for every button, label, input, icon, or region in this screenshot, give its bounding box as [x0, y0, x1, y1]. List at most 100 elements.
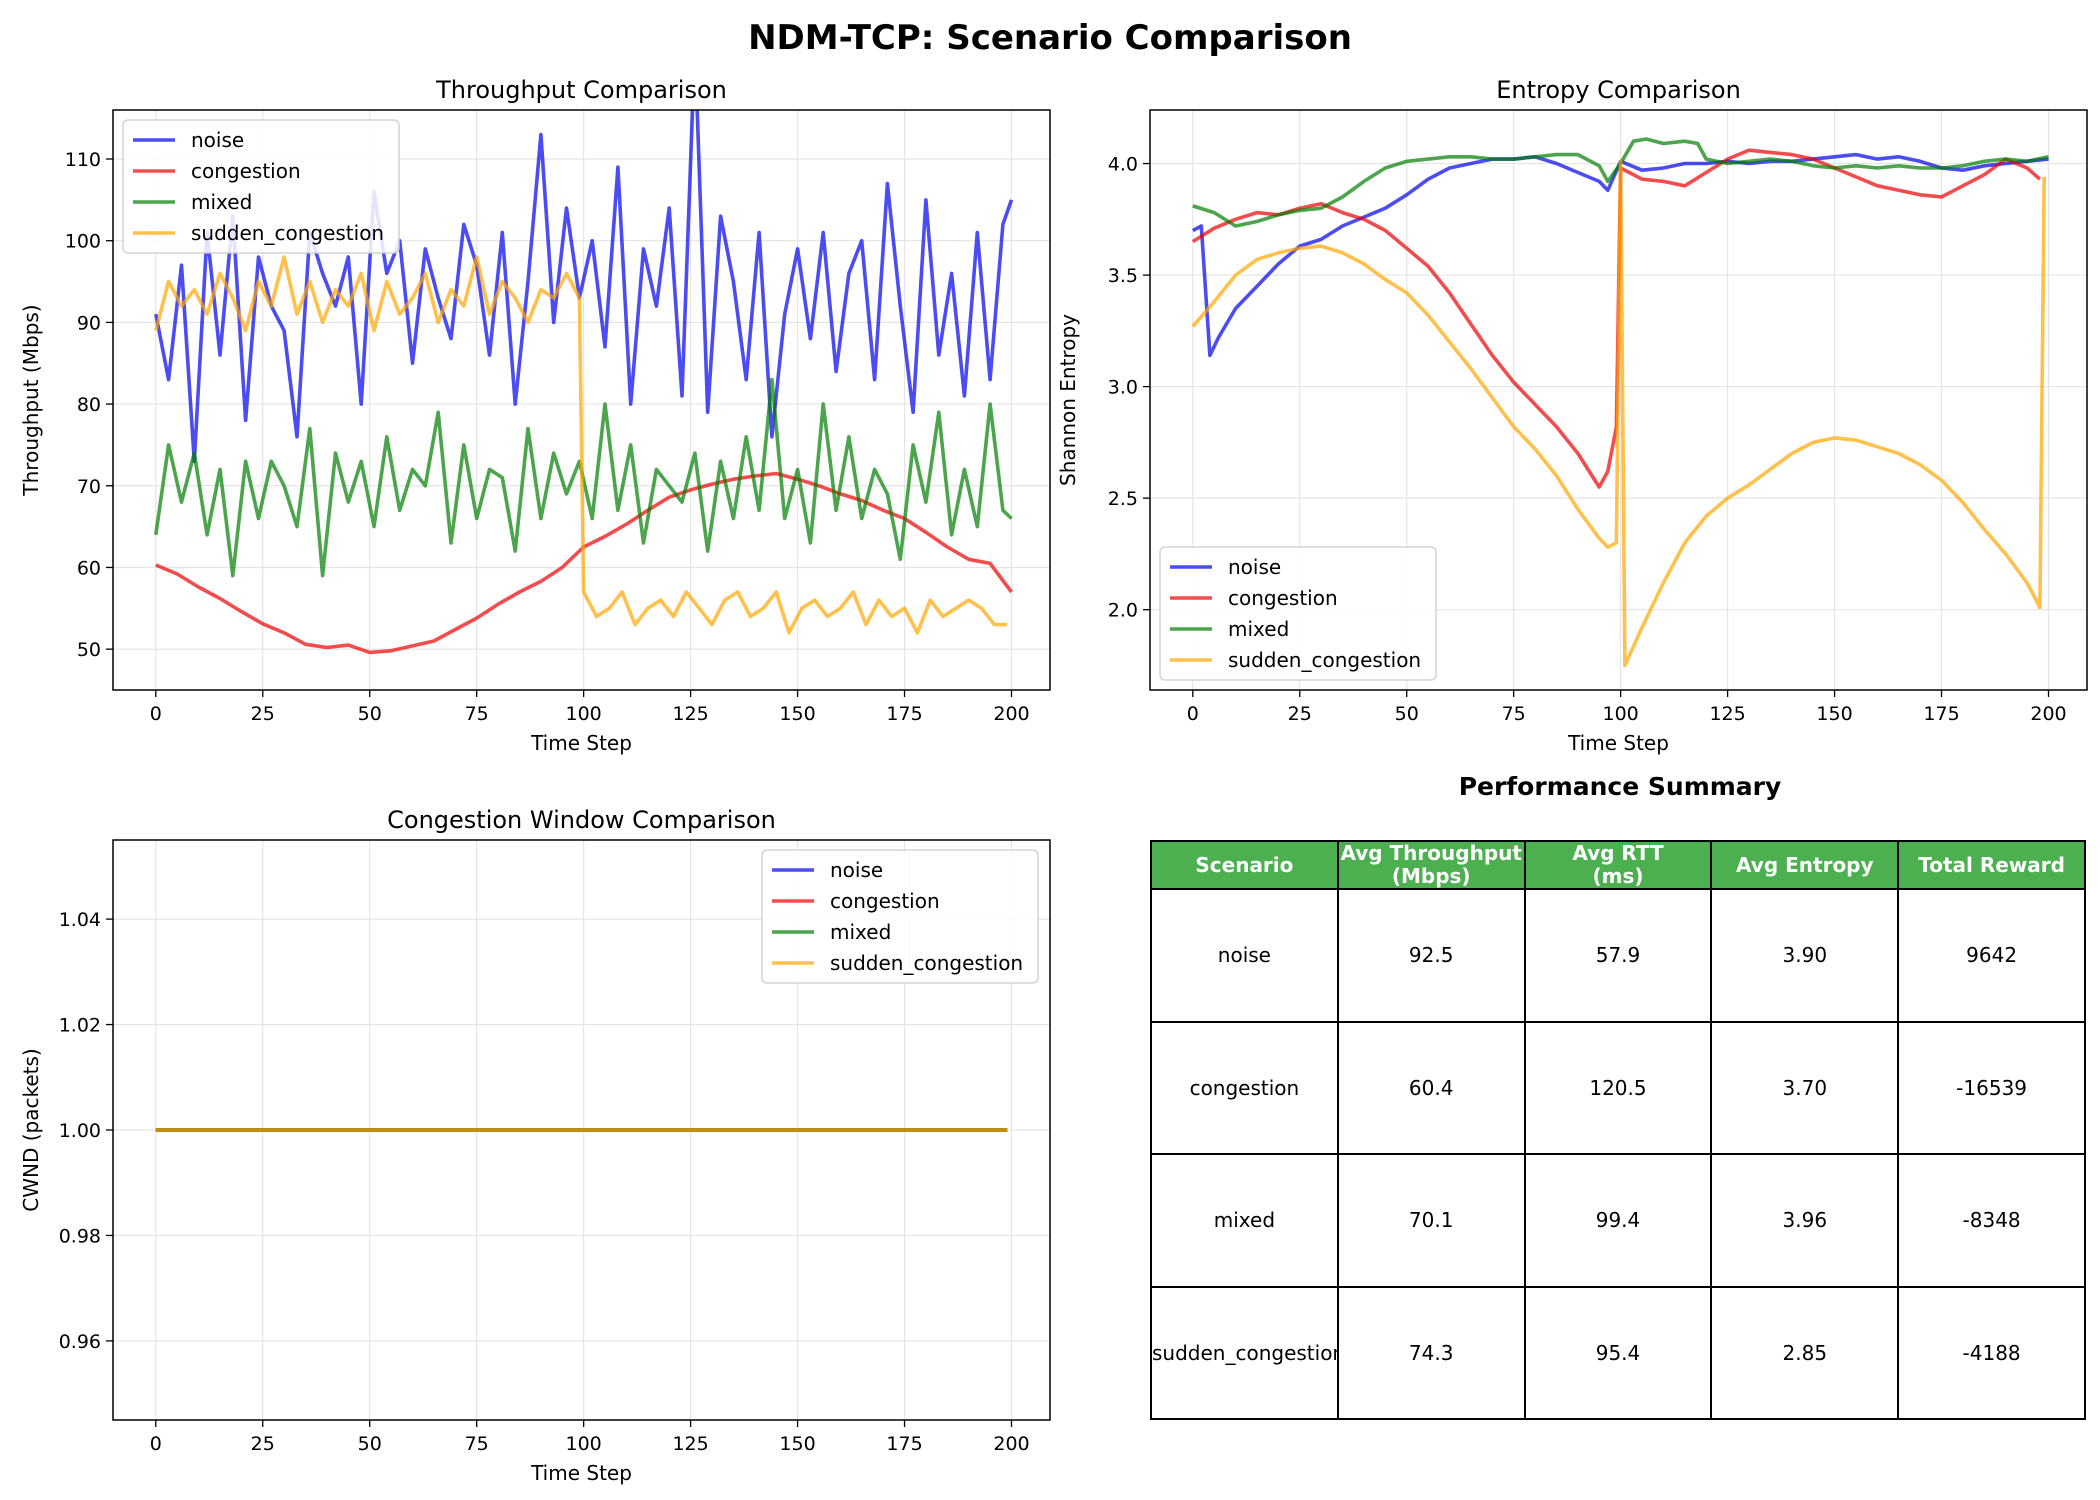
table-cell: congestion [1150, 1020, 1339, 1155]
legend-label-congestion: congestion [191, 159, 301, 183]
table-cell: 60.4 [1336, 1020, 1526, 1155]
y-tick-label: 1.02 [59, 1015, 101, 1037]
series-line-mixed [154, 377, 1013, 578]
legend-label-mixed: mixed [830, 920, 891, 944]
table-cell: 3.90 [1710, 888, 1900, 1023]
y-tick-label: 60 [77, 557, 101, 579]
table-header-cell: Total Reward [1897, 840, 2086, 890]
table-header-row: Scenario Avg Throughput (Mbps) Avg RTT (… [1150, 840, 2086, 890]
x-tick-label: 50 [1395, 703, 1419, 725]
x-tick-label: 150 [779, 703, 815, 725]
table-cell: 92.5 [1336, 888, 1526, 1023]
x-tick-label: 150 [779, 1433, 815, 1455]
table-cell: sudden_congestion [1150, 1285, 1339, 1420]
x-tick-label: 75 [465, 1433, 489, 1455]
plot-frame [1149, 109, 2088, 691]
x-tick-label: 200 [2030, 703, 2066, 725]
y-axis-label: CWND (packets) [19, 1048, 43, 1211]
y-tick-label: 0.96 [59, 1331, 101, 1353]
x-axis-label: Time Step [530, 1461, 632, 1485]
x-tick-label: 125 [672, 703, 708, 725]
figure-title: NDM-TCP: Scenario Comparison [748, 18, 1352, 58]
y-tick-label: 50 [77, 639, 101, 661]
y-axis-label: Throughput (Mbps) [19, 304, 43, 496]
x-tick-label: 150 [1816, 703, 1852, 725]
table-cell: 3.96 [1710, 1153, 1900, 1288]
y-tick-label: 3.0 [1108, 377, 1138, 399]
x-tick-label: 100 [566, 1433, 602, 1455]
table-cell: 120.5 [1523, 1020, 1713, 1155]
table-cell: 2.85 [1710, 1285, 1900, 1420]
table-cell: 74.3 [1336, 1285, 1526, 1420]
subplot-title: Throughput Comparison [435, 76, 727, 104]
table-header-cell: Avg Throughput (Mbps) [1336, 840, 1526, 890]
performance-table: Scenario Avg Throughput (Mbps) Avg RTT (… [1150, 840, 2086, 1420]
legend-box [122, 119, 400, 254]
x-tick-label: 50 [358, 1433, 382, 1455]
throughput-chart: Throughput Comparison 0 25 50 75 100 125 150 175… [19, 76, 1051, 755]
series-line-mixed [1192, 137, 2049, 228]
x-tick-label: 25 [251, 703, 275, 725]
table-row: sudden_congestion 74.3 95.4 2.85 -4188 [1150, 1285, 2086, 1420]
table-cell: -4188 [1897, 1285, 2086, 1420]
y-tick-label: 2.5 [1108, 488, 1138, 510]
legend-label-noise: noise [830, 858, 883, 882]
y-tick-label: 3.5 [1108, 265, 1138, 287]
table-row: noise 92.5 57.9 3.90 9642 [1150, 888, 2086, 1023]
x-tick-label: 175 [1923, 703, 1959, 725]
x-tick-label: 50 [358, 703, 382, 725]
x-tick-label: 200 [993, 1433, 1029, 1455]
series-line-sudden_congestion [154, 255, 1008, 635]
x-tick-label: 200 [993, 703, 1029, 725]
table-cell: 99.4 [1523, 1153, 1713, 1288]
table-cell: 95.4 [1523, 1285, 1713, 1420]
x-tick-label: 25 [251, 1433, 275, 1455]
legend-box [1159, 546, 1437, 681]
x-axis-label: Time Step [1567, 731, 1669, 755]
table-header-cell: Avg Entropy [1710, 840, 1900, 890]
x-tick-label: 175 [886, 1433, 922, 1455]
subplot-title: Entropy Comparison [1496, 76, 1741, 104]
legend-box [761, 849, 1039, 984]
series-line-noise [1191, 152, 2049, 358]
entropy-chart: Entropy Comparison 0 25 50 75 100 125 150 175 200… [1056, 76, 2088, 755]
y-tick-label: 90 [77, 312, 101, 334]
plot-frame [112, 109, 1051, 691]
y-axis-label: Shannon Entropy [1056, 314, 1080, 486]
table-row: mixed 70.1 99.4 3.96 -8348 [1150, 1153, 2086, 1288]
table-cell: 3.70 [1710, 1020, 1900, 1155]
table-header-cell: Scenario [1150, 840, 1339, 890]
table-header-cell: Avg RTT (ms) [1523, 840, 1713, 890]
y-tick-label: 0.98 [59, 1225, 101, 1247]
legend-label-noise: noise [191, 128, 244, 152]
series-line-sudden_congestion [1191, 159, 2046, 668]
table-cell: 9642 [1897, 888, 2086, 1023]
table-cell: mixed [1150, 1153, 1339, 1288]
table-cell: -8348 [1897, 1153, 2086, 1288]
x-tick-label: 125 [1709, 703, 1745, 725]
x-tick-label: 125 [672, 1433, 708, 1455]
table-cell: 57.9 [1523, 888, 1713, 1023]
cwnd-chart: Congestion Window Comparison 0 25 50 75 100 12… [19, 806, 1051, 1485]
y-tick-label: 1.00 [59, 1120, 101, 1142]
table-title: Performance Summary [1458, 772, 1782, 801]
x-tick-label: 175 [886, 703, 922, 725]
y-tick-label: 1.04 [59, 909, 101, 931]
subplot-title: Congestion Window Comparison [387, 806, 776, 834]
y-tick-label: 110 [65, 149, 101, 171]
x-tick-label: 75 [1502, 703, 1526, 725]
y-tick-label: 4.0 [1108, 154, 1138, 176]
table-cell: noise [1150, 888, 1339, 1023]
x-tick-label: 0 [1187, 703, 1199, 725]
y-tick-label: 100 [65, 231, 101, 253]
x-tick-label: 0 [150, 703, 162, 725]
legend-label-mixed: mixed [1228, 617, 1289, 641]
table-row: congestion 60.4 120.5 3.70 -16539 [1150, 1020, 2086, 1155]
legend-label-congestion: congestion [830, 889, 940, 913]
legend-label-noise: noise [1228, 555, 1281, 579]
y-tick-label: 70 [77, 476, 101, 498]
y-tick-label: 2.0 [1108, 600, 1138, 622]
legend-label-mixed: mixed [191, 190, 252, 214]
x-axis-label: Time Step [530, 731, 632, 755]
legend-label-sudden_congestion: sudden_congestion [1228, 648, 1421, 672]
